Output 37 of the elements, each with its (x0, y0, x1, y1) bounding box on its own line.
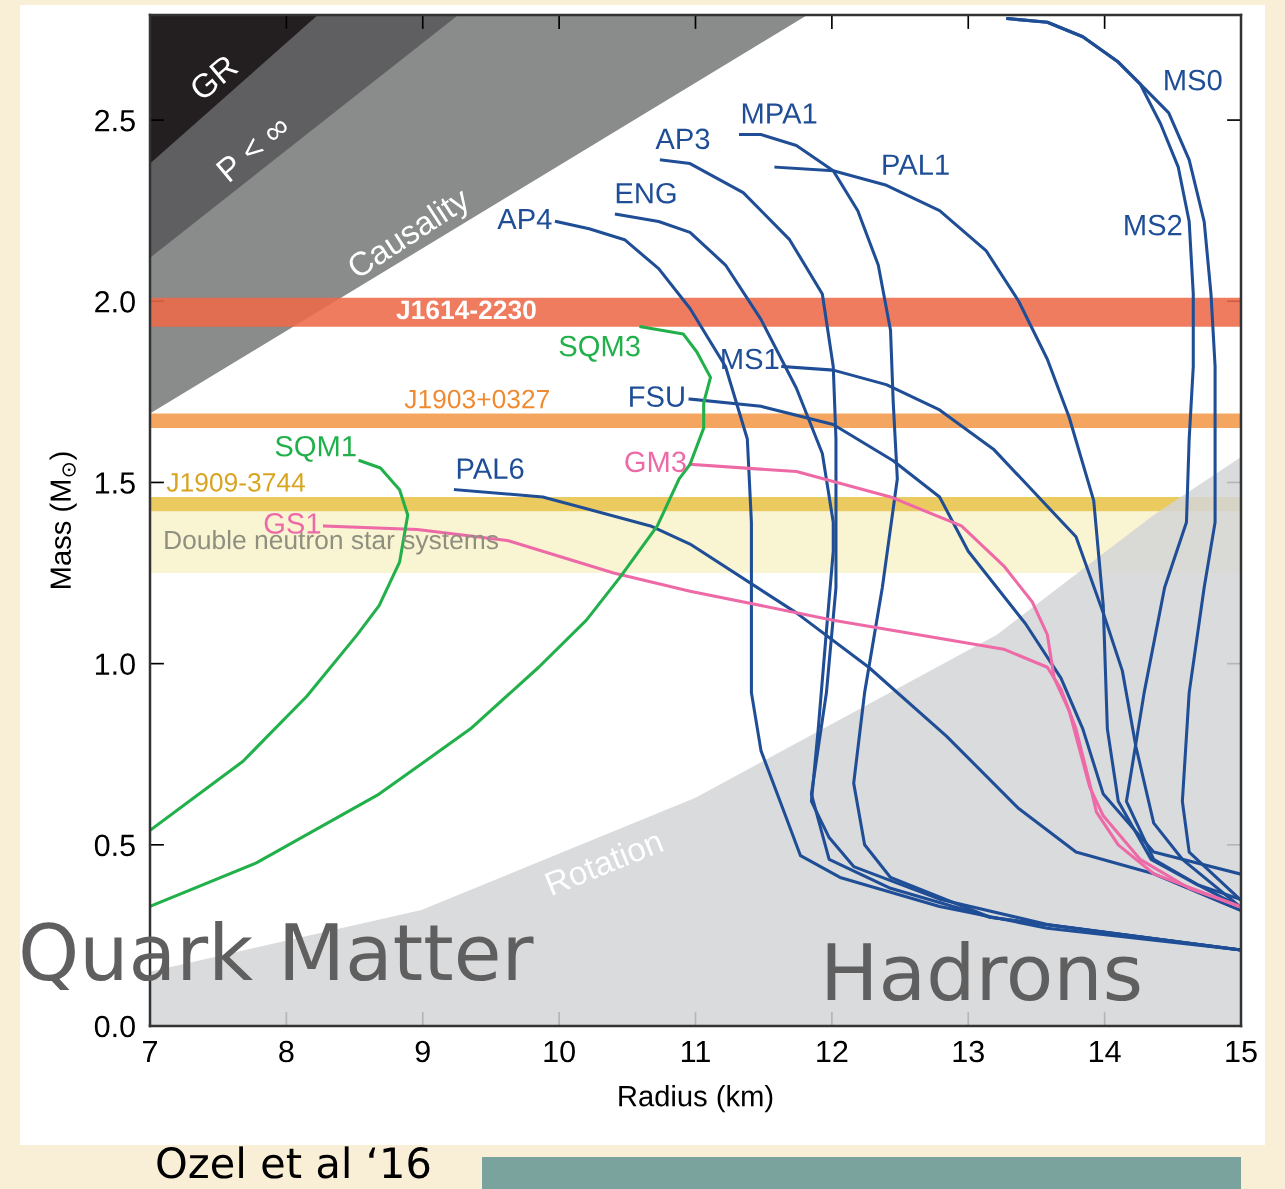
x-tick-label: 7 (143, 1041, 157, 1063)
band-label: J1903+0327 (404, 389, 549, 409)
x-tick-label: 8 (279, 1040, 294, 1063)
text: Ozel et al ‘16 (157, 1146, 430, 1179)
series-label: FSU (630, 386, 684, 407)
x-axis-title: Radius (km) (619, 1085, 773, 1113)
series-label: GM3 (625, 451, 686, 473)
annotation: P < ∞ (215, 113, 292, 183)
series-label: AP3 (655, 128, 710, 150)
series-label: MS1 (722, 348, 779, 370)
series-label: AP4 (497, 209, 552, 230)
y-tick-label: 1.5 (95, 472, 135, 494)
y-tick-label: 0.5 (94, 834, 135, 857)
x-tick-label: 10 (544, 1040, 575, 1063)
x-tick-label: 9 (415, 1040, 430, 1063)
y-axis-title: Mass (M$_{⊙}$) (49, 452, 77, 588)
y-tick-label: 1.0 (95, 653, 135, 676)
x-tick-label: 15 (1226, 1041, 1257, 1063)
annotation: Hadrons (827, 940, 1140, 1002)
x-tick-label: 11 (681, 1041, 710, 1063)
series-label: MS2 (1125, 214, 1182, 236)
series-label: SQM3 (559, 335, 640, 362)
x-tick-label: 13 (953, 1040, 984, 1063)
series-label: MS0 (1165, 69, 1222, 91)
y-tick-label: 0.0 (94, 1015, 135, 1038)
series-label: MPA1 (742, 103, 817, 124)
y-tick-label: 2.0 (95, 291, 135, 313)
series-label: SQM1 (275, 435, 356, 462)
x-tick-label: 12 (817, 1040, 848, 1063)
x-tick-label: 14 (1089, 1041, 1121, 1063)
band-label: J1614-2230 (396, 300, 536, 320)
band-label: J1909-3744 (166, 473, 305, 492)
y-tick-label: 2.5 (95, 109, 135, 132)
series-label: PAL6 (457, 458, 524, 479)
annotation: GR (188, 53, 240, 102)
series-label: PAL1 (883, 154, 949, 175)
series-label: ENG (616, 182, 676, 204)
